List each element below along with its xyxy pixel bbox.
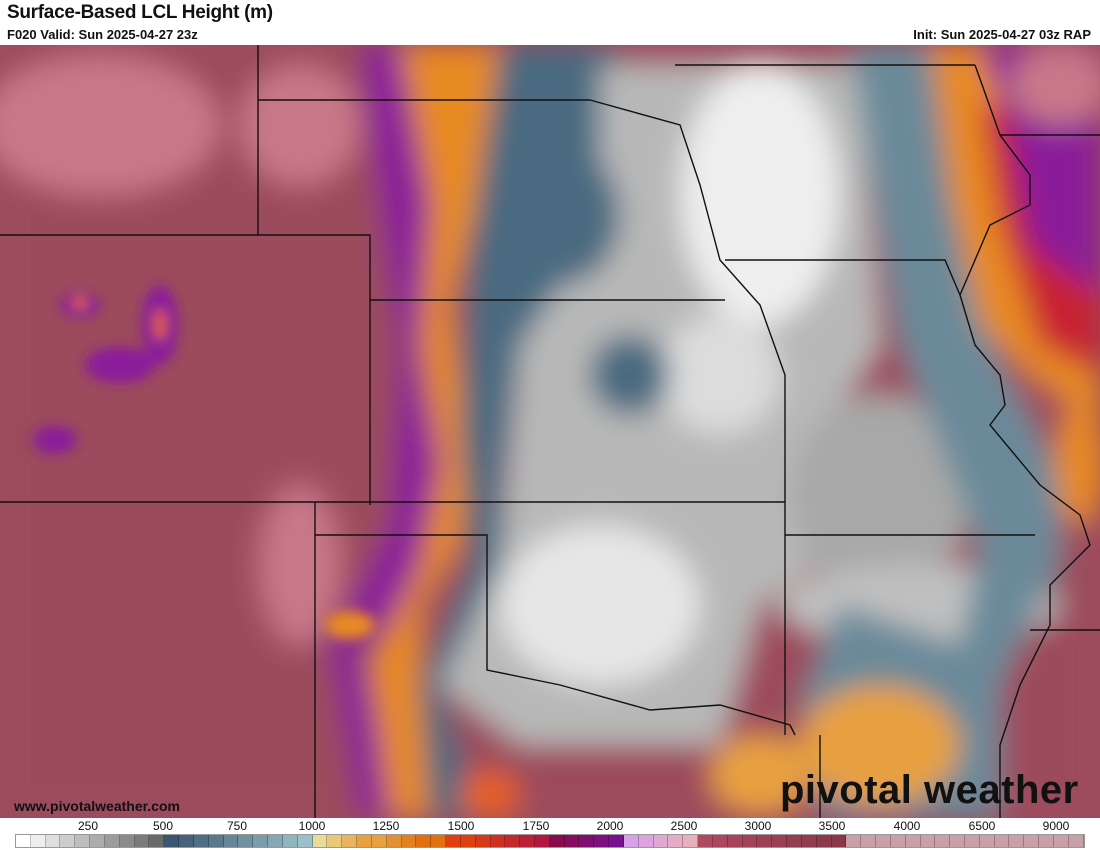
colorbar-swatch (45, 835, 61, 847)
colorbar-swatch (727, 835, 743, 847)
colorbar-swatch (149, 835, 165, 847)
state-borders (0, 45, 1100, 818)
colorbar-swatch (787, 835, 802, 847)
colorbar-label: 3500 (818, 819, 846, 833)
colorbar-swatch (861, 835, 877, 847)
colorbar-label: 3000 (744, 819, 772, 833)
colorbar-label: 4000 (893, 819, 921, 833)
colorbar-swatch (223, 835, 239, 847)
colorbar-swatch (75, 835, 91, 847)
colorbar-swatch (520, 835, 535, 847)
colorbar-swatch (342, 835, 358, 847)
colorbar-swatch (460, 835, 476, 847)
colorbar-swatch (268, 835, 283, 847)
colorbar-swatch (594, 835, 610, 847)
colorbar-swatch (623, 835, 639, 847)
colorbar-label: 1250 (372, 819, 400, 833)
weather-map[interactable] (0, 45, 1100, 818)
colorbar-swatch (846, 835, 862, 847)
colorbar-swatch (30, 835, 46, 847)
colorbar-swatch (890, 835, 906, 847)
colorbar-swatch (312, 835, 328, 847)
colorbar-swatch (876, 835, 891, 847)
colorbar-swatch (742, 835, 758, 847)
colorbar-label: 250 (77, 819, 99, 833)
colorbar-swatch (416, 835, 432, 847)
colorbar-swatch (208, 835, 224, 847)
colorbar-swatch (253, 835, 269, 847)
colorbar-swatch (1053, 835, 1069, 847)
colorbar-swatches (15, 834, 1085, 848)
website-url: www.pivotalweather.com (14, 798, 180, 814)
colorbar-swatch (638, 835, 654, 847)
colorbar-swatch (16, 835, 31, 847)
colorbar-labels: 250 500 750 1000 1250 1500 1750 2000 2500 3000 350… (0, 819, 1100, 833)
colorbar-swatch (549, 835, 565, 847)
colorbar-swatch (282, 835, 298, 847)
colorbar-swatch (490, 835, 506, 847)
colorbar-swatch (935, 835, 951, 847)
colorbar-label: 9000 (1042, 819, 1070, 833)
colorbar-swatch (1009, 835, 1025, 847)
colorbar-swatch (238, 835, 254, 847)
colorbar-swatch (994, 835, 1010, 847)
colorbar-label: 750 (226, 819, 248, 833)
colorbar-swatch (965, 835, 980, 847)
pivotal-weather-logo: pivotal weather (780, 768, 1079, 812)
colorbar-swatch (1068, 835, 1084, 847)
colorbar-swatch (179, 835, 194, 847)
init-time: Init: Sun 2025-04-27 03z RAP (913, 27, 1091, 42)
colorbar-swatch (90, 835, 105, 847)
colorbar: 250 500 750 1000 1250 1500 1750 2000 2500 3000 350… (0, 818, 1100, 850)
colorbar-swatch (1039, 835, 1054, 847)
colorbar-swatch (772, 835, 788, 847)
colorbar-swatch (505, 835, 521, 847)
colorbar-swatch (816, 835, 832, 847)
colorbar-swatch (579, 835, 595, 847)
colorbar-swatch (534, 835, 550, 847)
colorbar-swatch (757, 835, 773, 847)
valid-time: F020 Valid: Sun 2025-04-27 23z (7, 27, 198, 42)
colorbar-swatch (371, 835, 387, 847)
colorbar-swatch (653, 835, 669, 847)
colorbar-swatch (712, 835, 728, 847)
colorbar-swatch (104, 835, 120, 847)
map-title: Surface-Based LCL Height (m) (7, 2, 273, 23)
colorbar-label: 1000 (298, 819, 326, 833)
colorbar-swatch (831, 835, 847, 847)
header: Surface-Based LCL Height (m) F020 Valid:… (0, 0, 1100, 45)
colorbar-swatch (950, 835, 965, 847)
colorbar-swatch (357, 835, 372, 847)
colorbar-label: 1500 (447, 819, 475, 833)
colorbar-swatch (60, 835, 76, 847)
lcl-field (0, 45, 1100, 818)
colorbar-label: 2000 (596, 819, 624, 833)
colorbar-swatch (164, 835, 180, 847)
colorbar-swatch (327, 835, 343, 847)
colorbar-swatch (386, 835, 402, 847)
colorbar-swatch (801, 835, 817, 847)
colorbar-swatch (431, 835, 447, 847)
colorbar-swatch (1024, 835, 1040, 847)
colorbar-swatch (119, 835, 135, 847)
colorbar-swatch (668, 835, 684, 847)
colorbar-swatch (905, 835, 921, 847)
colorbar-label: 2500 (670, 819, 698, 833)
colorbar-swatch (446, 835, 461, 847)
colorbar-swatch (683, 835, 699, 847)
colorbar-swatch (297, 835, 313, 847)
colorbar-swatch (609, 835, 624, 847)
colorbar-swatch (920, 835, 936, 847)
colorbar-swatch (401, 835, 417, 847)
colorbar-swatch (979, 835, 995, 847)
colorbar-swatch (134, 835, 150, 847)
colorbar-swatch (193, 835, 209, 847)
colorbar-swatch (475, 835, 491, 847)
colorbar-swatch (564, 835, 580, 847)
colorbar-label: 500 (152, 819, 174, 833)
colorbar-label: 6500 (968, 819, 996, 833)
colorbar-swatch (698, 835, 713, 847)
colorbar-label: 1750 (522, 819, 550, 833)
